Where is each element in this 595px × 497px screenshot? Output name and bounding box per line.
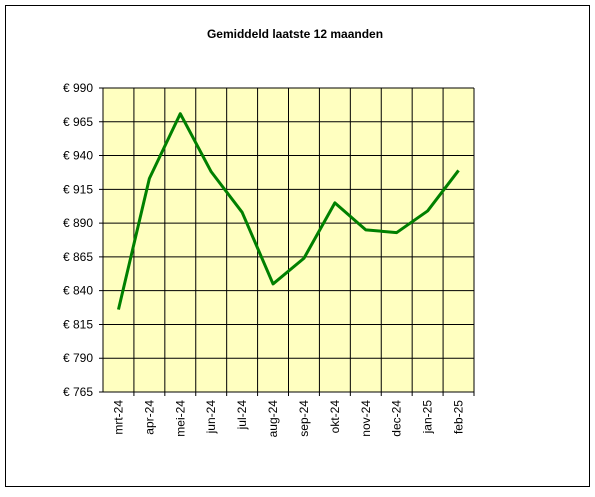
chart-title: Gemiddeld laatste 12 maanden — [207, 27, 383, 41]
y-tick-label: € 915 — [63, 182, 93, 196]
line-series — [116, 112, 460, 310]
y-tick-label: € 840 — [63, 284, 93, 298]
x-tick-label: mei-24 — [173, 400, 187, 437]
y-tick-label: € 765 — [63, 385, 93, 399]
x-tick-label: apr-24 — [142, 400, 156, 435]
y-tick-label: € 890 — [63, 216, 93, 230]
y-tick-label: € 940 — [63, 149, 93, 163]
x-tick-label: nov-24 — [359, 400, 373, 437]
x-tick-label: dec-24 — [390, 400, 404, 437]
x-tick-label: jul-24 — [235, 400, 249, 431]
x-tick-label: mrt-24 — [111, 400, 125, 435]
x-tick-label: jun-24 — [204, 400, 218, 435]
y-tick-label: € 965 — [63, 115, 93, 129]
y-tick-label: € 990 — [63, 81, 93, 95]
x-tick-label: feb-25 — [452, 400, 466, 434]
y-tick-label: € 865 — [63, 250, 93, 264]
x-tick-label: aug-24 — [266, 400, 280, 438]
y-tick-label: € 815 — [63, 317, 93, 331]
x-tick-label: sep-24 — [297, 400, 311, 437]
x-tick-label: jan-25 — [421, 400, 435, 435]
x-tick-label: okt-24 — [328, 400, 342, 434]
y-tick-label: € 790 — [63, 351, 93, 365]
